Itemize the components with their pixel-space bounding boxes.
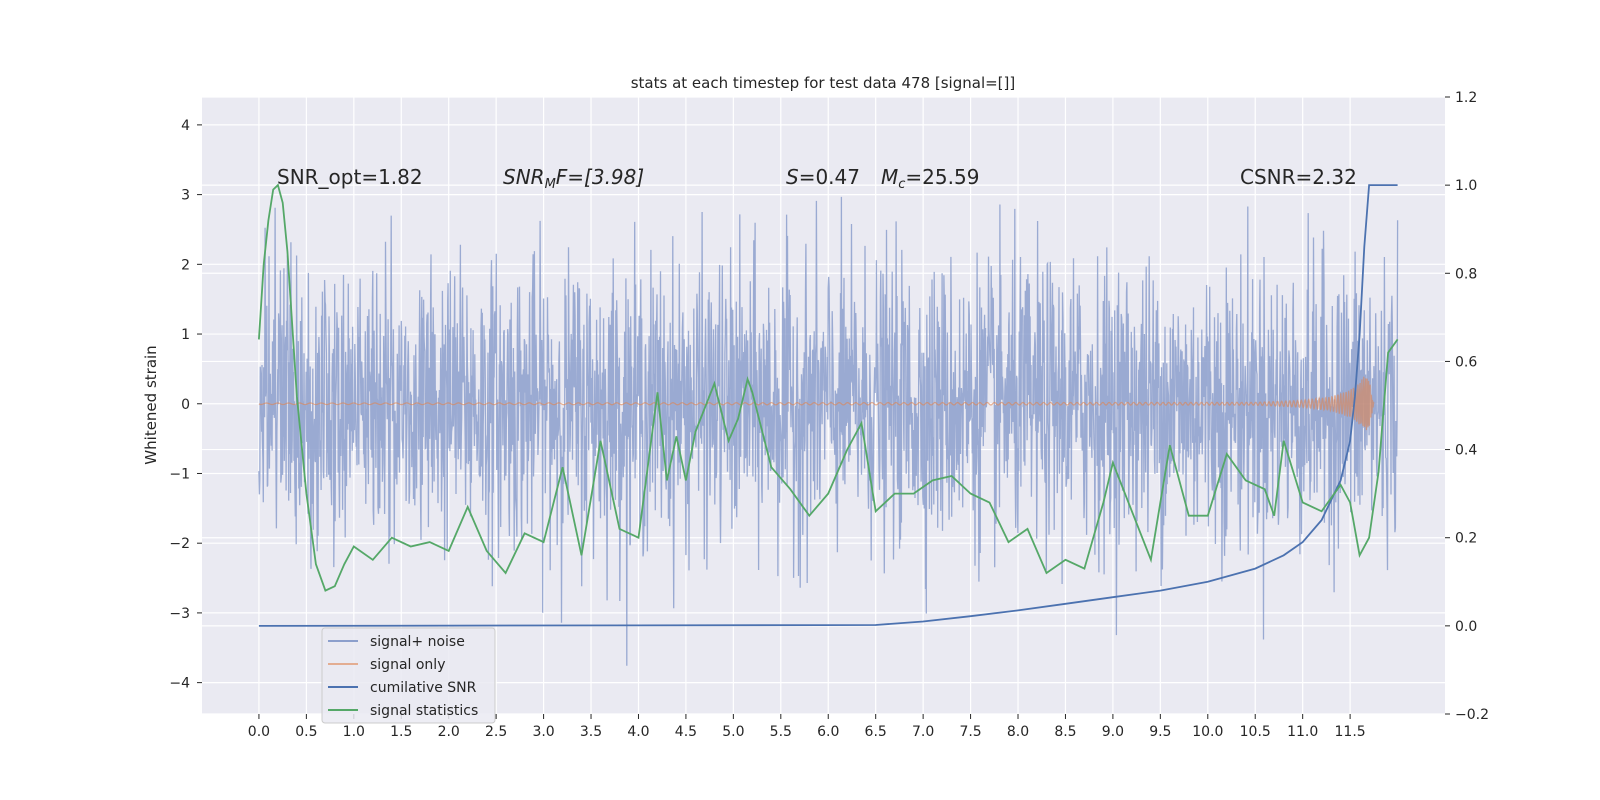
x-tick-label: 10.5	[1240, 724, 1271, 740]
annotation-csnr: CSNR=2.32	[1240, 165, 1357, 189]
y-axis-label: Whitened strain	[142, 345, 160, 464]
series-signal-noise	[258, 196, 1399, 666]
y2-tick-label: −0.2	[1455, 707, 1489, 723]
x-tick-label: 6.5	[865, 724, 887, 740]
annotation-snr-mf: SNRMF=[3.98]	[503, 165, 644, 192]
y-tick-label: 3	[181, 188, 190, 204]
y2-tick-label: 0.2	[1455, 531, 1477, 547]
y2-tick-label: 1.0	[1455, 178, 1477, 194]
x-tick-label: 7.0	[912, 724, 934, 740]
y-tick-label: −2	[169, 536, 190, 552]
y2-tick-label: 0.0	[1455, 619, 1477, 635]
annotation-mc: Mc=25.59	[881, 165, 979, 192]
x-tick-label: 0.5	[295, 724, 317, 740]
x-tick-label: 8.5	[1054, 724, 1076, 740]
legend-label-cumilative-snr: cumilative SNR	[370, 680, 477, 696]
legend-label-signal-only: signal only	[370, 657, 445, 673]
annotation-snr-mf-base: SNR	[503, 165, 545, 189]
series-cumilative-snr	[258, 184, 1398, 627]
legend: signal+ noise signal only cumilative SNR…	[321, 627, 496, 724]
x-tick-label: 10.0	[1192, 724, 1223, 740]
x-tick-label: 11.5	[1335, 724, 1366, 740]
y-tick-label: −3	[169, 606, 190, 622]
legend-label-signal-noise: signal+ noise	[370, 634, 465, 650]
x-tick-label: 3.5	[580, 724, 602, 740]
x-tick-label: 5.5	[770, 724, 792, 740]
y2-tick-label: 1.2	[1455, 90, 1477, 106]
x-tick-label: 11.0	[1287, 724, 1318, 740]
legend-label-signal-statistics: signal statistics	[370, 703, 478, 719]
chart-title: stats at each timestep for test data 478…	[631, 74, 1016, 92]
annotation-mc-rest: =25.59	[905, 165, 979, 189]
y-tick-label: 4	[181, 118, 190, 134]
annotation-snr-mf-rest: F=[3.98]	[556, 165, 644, 189]
x-tick-label: 8.0	[1007, 724, 1029, 740]
annotation-s: S=0.47	[786, 165, 860, 189]
y-tick-label: −1	[169, 466, 190, 482]
x-tick-label: 5.0	[722, 724, 744, 740]
x-tick-label: 1.5	[390, 724, 412, 740]
x-tick-label: 3.0	[532, 724, 554, 740]
annotation-s-base: S	[786, 165, 799, 189]
y-axis-ticks: 4 3 2 1 0 −1 −2 −3 −4	[169, 118, 202, 692]
x-tick-label: 9.5	[1149, 724, 1171, 740]
series-signal-only	[258, 376, 1375, 431]
x-tick-label: 1.0	[343, 724, 365, 740]
annotation-s-rest: =0.47	[799, 165, 860, 189]
x-tick-label: 2.5	[485, 724, 507, 740]
legend-box	[321, 627, 496, 724]
annotation-snr-opt: SNR_opt=1.82	[277, 165, 423, 189]
series-line-signal-statistics	[258, 183, 1399, 592]
series-signal-statistics	[258, 183, 1399, 592]
x-tick-label: 9.0	[1102, 724, 1124, 740]
series-line-signal-only	[258, 376, 1375, 431]
x-axis-ticks: 0.0 0.5 1.0 1.5 2.0 2.5 3.0 3.5 4.0 4.5 5.0 5.5 6.0 6…	[248, 714, 1366, 740]
y-tick-label: −4	[169, 676, 190, 692]
x-tick-label: 0.0	[248, 724, 270, 740]
y2-tick-label: 0.6	[1455, 354, 1477, 370]
y2-axis-ticks: 1.2 1.0 0.8 0.6 0.4 0.2 0.0 −0.2	[1445, 90, 1489, 723]
y-tick-label: 2	[181, 257, 190, 273]
series-line-signal-noise	[258, 196, 1399, 666]
x-tick-label: 7.5	[959, 724, 981, 740]
x-tick-label: 6.0	[817, 724, 839, 740]
annotation-mc-base: M	[881, 165, 898, 189]
y2-tick-label: 0.4	[1455, 443, 1477, 459]
y-tick-label: 1	[181, 327, 190, 343]
x-tick-label: 4.0	[627, 724, 649, 740]
x-tick-label: 2.0	[438, 724, 460, 740]
series-line-cumilative-snr	[258, 184, 1398, 627]
y-tick-label: 0	[181, 397, 190, 413]
x-tick-label: 4.5	[675, 724, 697, 740]
annotation-mc-sub: c	[898, 177, 905, 192]
y2-tick-label: 0.8	[1455, 266, 1477, 282]
annotation-snr-mf-sub: M	[545, 177, 556, 192]
